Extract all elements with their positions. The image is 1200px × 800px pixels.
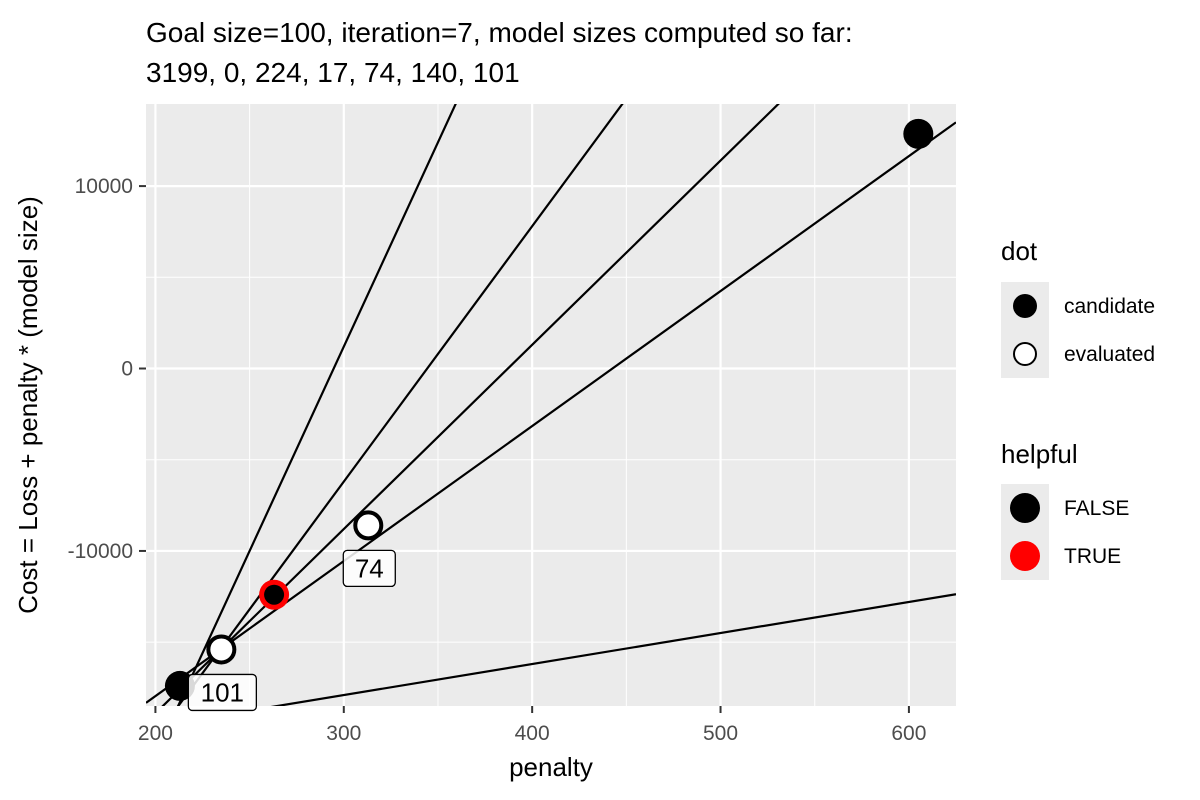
legend-helpful: helpful FALSE TRUE bbox=[1001, 439, 1129, 580]
x-tick-label: 500 bbox=[703, 722, 738, 745]
legend-dot: dot candidate evaluated bbox=[1001, 236, 1155, 378]
point-evaluated bbox=[353, 510, 384, 541]
point-candidate-core bbox=[169, 675, 190, 696]
legend-helpful-title: helpful bbox=[1001, 439, 1078, 469]
y-tick-label: 10000 bbox=[75, 175, 133, 198]
major-grid bbox=[146, 104, 956, 706]
point-label-text: 101 bbox=[201, 677, 244, 707]
chart-title-line-2: 3199, 0, 224, 17, 74, 140, 101 bbox=[146, 57, 520, 88]
legend-candidate-label: candidate bbox=[1064, 295, 1155, 318]
legend-evaluated-icon bbox=[1013, 342, 1037, 366]
legend-true-label: TRUE bbox=[1064, 545, 1121, 568]
x-tick-label: 600 bbox=[891, 722, 926, 745]
y-axis-ticks: -10000 0 10000 bbox=[68, 175, 146, 563]
x-axis-label: penalty bbox=[509, 752, 593, 782]
point-label-box bbox=[342, 549, 396, 588]
point-labels: 74 101 bbox=[187, 549, 396, 712]
legend-dot-title: dot bbox=[1001, 236, 1038, 266]
point-label-box bbox=[187, 673, 257, 712]
cost-line-size-140 bbox=[176, 104, 624, 706]
point-candidate-core bbox=[908, 123, 929, 144]
chart-title-line-1: Goal size=100, iteration=7, model sizes … bbox=[146, 17, 853, 48]
legend-true-icon bbox=[1010, 541, 1040, 571]
legend-evaluated-label: evaluated bbox=[1064, 343, 1155, 366]
y-tick-label: -10000 bbox=[68, 540, 133, 563]
x-axis-ticks: 200 300 400 500 600 bbox=[138, 706, 926, 745]
point-label-text: 74 bbox=[355, 553, 384, 583]
legend-false-label: FALSE bbox=[1064, 497, 1129, 520]
point-candidate-core bbox=[264, 584, 285, 605]
data-points bbox=[164, 118, 934, 701]
cost-line-size-17 bbox=[270, 593, 956, 706]
y-axis-label: Cost = Loss + penalty * (model size) bbox=[13, 196, 43, 614]
x-tick-label: 400 bbox=[515, 722, 550, 745]
y-tick-label: 0 bbox=[121, 358, 133, 381]
point-evaluated bbox=[206, 634, 237, 665]
legend-false-icon bbox=[1010, 493, 1040, 523]
x-tick-label: 200 bbox=[138, 722, 173, 745]
legend-candidate-icon bbox=[1013, 294, 1037, 318]
cost-line-size-224 bbox=[176, 104, 457, 706]
x-tick-label: 300 bbox=[326, 722, 361, 745]
minor-grid bbox=[146, 104, 956, 706]
